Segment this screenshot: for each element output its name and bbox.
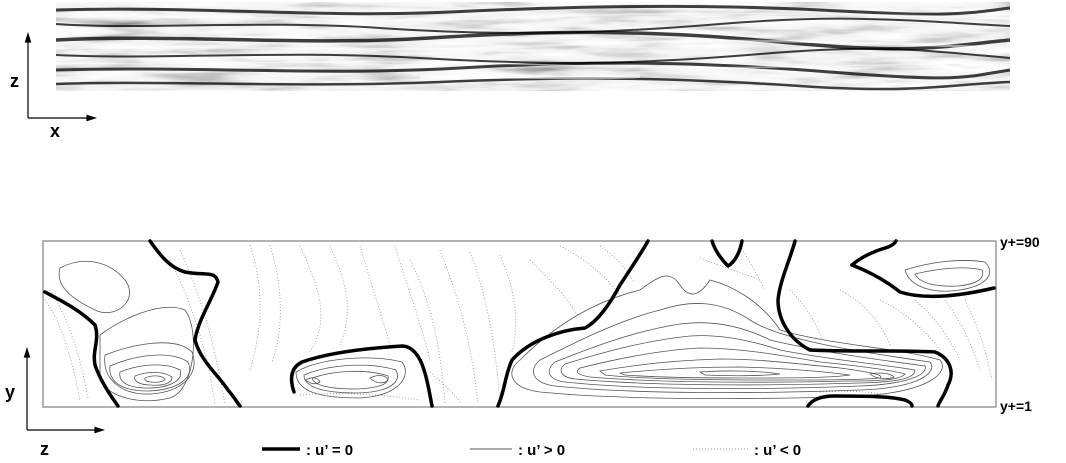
- level-top-label: y+=90: [1000, 234, 1040, 250]
- legend-label-negative: : u’ < 0: [754, 442, 801, 459]
- contour-panel: [43, 241, 996, 407]
- bottom-axis-horizontal-label: z: [40, 439, 49, 459]
- legend-label-positive: : u’ > 0: [518, 442, 565, 459]
- bottom-axis-vertical-label: y: [5, 382, 15, 402]
- top-axis-vertical-label: z: [10, 71, 19, 91]
- level-bottom-label: y+=1: [1000, 398, 1032, 414]
- streak-panel: [56, 2, 1010, 91]
- legend: : u’ = 0 : u’ > 0 : u’ < 0: [262, 442, 801, 459]
- legend-label-zero: : u’ = 0: [306, 442, 353, 459]
- bottom-axes: [25, 349, 104, 433]
- top-axis-horizontal-label: x: [50, 121, 60, 141]
